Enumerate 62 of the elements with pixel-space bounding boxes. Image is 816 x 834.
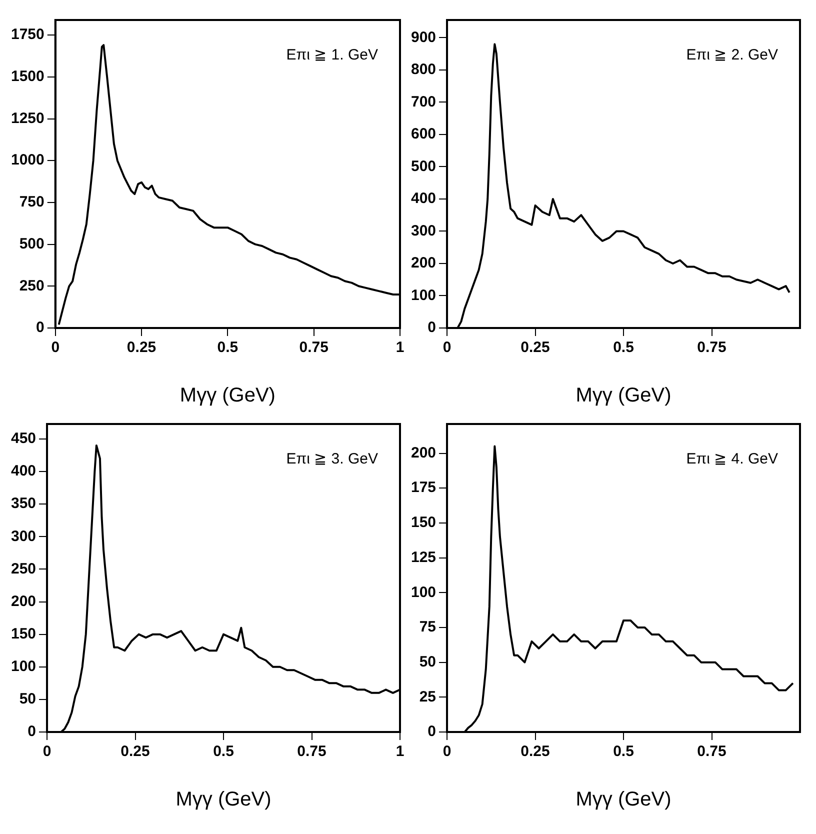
x-tick-label: 0: [442, 339, 452, 356]
annotation: Eπι ≧ 1. GeV: [286, 46, 378, 64]
y-tick-label: 175: [410, 479, 436, 496]
y-tick-label: 800: [410, 61, 436, 78]
y-tick-label: 150: [410, 514, 436, 532]
x-axis-title: Mγγ (GeV): [576, 384, 672, 407]
y-tick-label: 1250: [10, 110, 44, 127]
x-tick-label: 0.5: [613, 743, 634, 760]
annotation: Eπι ≧ 3. GeV: [286, 450, 378, 468]
y-tick-label: 200: [10, 592, 36, 610]
annotation: Eπι ≧ 4. GeV: [686, 450, 778, 468]
y-tick-label: 400: [10, 462, 36, 480]
x-tick-label: 0.25: [120, 743, 150, 760]
y-tick-label: 50: [19, 690, 36, 708]
y-tick-label: 0: [28, 723, 36, 740]
y-tick-label: 100: [410, 584, 436, 601]
y-tick-label: 25: [419, 688, 436, 706]
x-tick-label: 0.5: [613, 339, 634, 356]
y-tick-label: 0: [428, 723, 436, 740]
y-tick-label: 500: [19, 235, 44, 252]
y-tick-label: 300: [10, 528, 36, 545]
y-tick-label: 0: [428, 319, 436, 336]
y-tick-label: 100: [10, 658, 36, 676]
y-tick-label: 100: [410, 286, 436, 304]
y-tick-label: 350: [10, 495, 36, 512]
y-tick-label: 400: [410, 190, 436, 208]
y-tick-label: 1500: [10, 68, 44, 86]
y-tick-label: 600: [410, 126, 436, 143]
y-tick-label: 300: [410, 222, 436, 240]
x-tick-label: 0.25: [126, 339, 156, 356]
y-tick-label: 200: [410, 254, 436, 272]
y-tick-label: 200: [410, 444, 436, 462]
y-tick-label: 450: [10, 430, 36, 448]
x-tick-label: 0.25: [520, 339, 550, 356]
x-tick-label: 1: [396, 743, 404, 760]
y-tick-label: 900: [410, 28, 436, 46]
x-axis-title: Mγγ (GeV): [176, 788, 272, 811]
y-tick-label: 50: [419, 653, 436, 670]
y-tick-label: 75: [419, 618, 436, 636]
y-tick-label: 250: [19, 277, 44, 294]
x-tick-label: 1: [396, 339, 404, 356]
y-tick-label: 700: [410, 93, 436, 110]
x-axis-title: Mγγ (GeV): [576, 788, 672, 811]
x-tick-label: 0.75: [697, 743, 726, 760]
x-tick-label: 0.75: [697, 339, 726, 356]
x-tick-label: 0.25: [520, 743, 550, 760]
y-tick-label: 1750: [10, 26, 44, 44]
x-tick-label: 0.75: [299, 339, 328, 356]
x-tick-label: 0.75: [297, 743, 326, 760]
x-tick-label: 0.5: [213, 743, 234, 760]
y-tick-label: 0: [36, 319, 44, 336]
y-tick-label: 125: [410, 548, 436, 566]
x-axis-title: Mγγ (GeV): [180, 384, 276, 407]
y-tick-label: 500: [410, 158, 436, 175]
y-tick-label: 150: [10, 625, 36, 642]
y-tick-label: 1000: [10, 152, 44, 169]
x-tick-label: 0.5: [217, 339, 238, 356]
x-tick-label: 0: [51, 339, 60, 356]
y-tick-label: 250: [10, 560, 36, 578]
y-tick-label: 750: [19, 194, 44, 211]
x-tick-label: 0: [442, 743, 452, 760]
annotation: Eπι ≧ 2. GeV: [686, 46, 778, 64]
